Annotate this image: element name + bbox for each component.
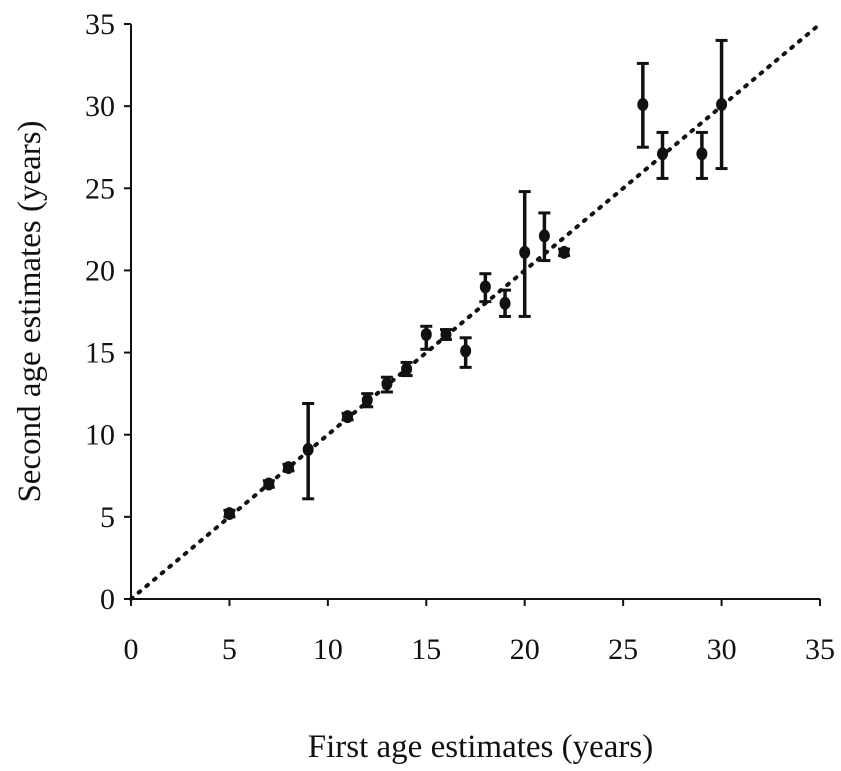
data-point	[460, 344, 472, 358]
data-point	[440, 328, 452, 341]
axes	[130, 24, 820, 600]
x-ticks	[130, 599, 821, 606]
data-point	[657, 147, 669, 161]
data-point	[342, 410, 354, 424]
x-tick-label: 35	[805, 633, 835, 666]
x-tick-labels: 0 5 10 15 20 25 30 35	[124, 633, 836, 666]
y-tick-label: 15	[85, 337, 115, 370]
x-tick-label: 0	[124, 633, 139, 666]
x-tick-label: 5	[222, 633, 237, 666]
data-point	[401, 362, 413, 376]
data-point	[538, 229, 550, 243]
x-tick-label: 15	[411, 633, 441, 666]
data-point	[361, 393, 373, 407]
x-tick-label: 25	[608, 633, 638, 666]
data-point	[479, 280, 491, 294]
y-tick-label: 5	[100, 501, 115, 534]
data-point	[499, 296, 511, 310]
data-point	[558, 245, 570, 259]
data-point	[519, 245, 531, 259]
data-point	[637, 98, 649, 111]
data-point	[263, 477, 275, 491]
x-tick-label: 30	[707, 633, 737, 666]
data-point	[282, 461, 294, 475]
x-tick-label: 20	[510, 633, 540, 666]
data-point	[716, 98, 728, 111]
y-ticks	[124, 23, 131, 600]
y-tick-label: 0	[100, 583, 115, 616]
data-point	[696, 147, 708, 161]
x-axis-title: First age estimates (years)	[308, 729, 653, 765]
y-tick-label: 30	[85, 90, 115, 123]
data-point	[223, 507, 235, 521]
y-tick-label: 25	[85, 172, 115, 205]
data-point	[302, 443, 314, 456]
y-tick-label: 35	[85, 8, 115, 41]
identity-reference-line	[129, 22, 822, 601]
x-tick-label: 10	[313, 633, 343, 666]
error-bars	[223, 38, 728, 519]
y-tick-label: 10	[85, 419, 115, 452]
data-point	[420, 328, 432, 341]
y-axis-title: Second age estimates (years)	[12, 120, 48, 502]
data-points	[223, 98, 728, 521]
y-tick-label: 20	[85, 254, 115, 287]
data-point	[381, 377, 393, 391]
y-tick-labels: 0 5 10 15 20 25 30 35	[85, 8, 115, 616]
